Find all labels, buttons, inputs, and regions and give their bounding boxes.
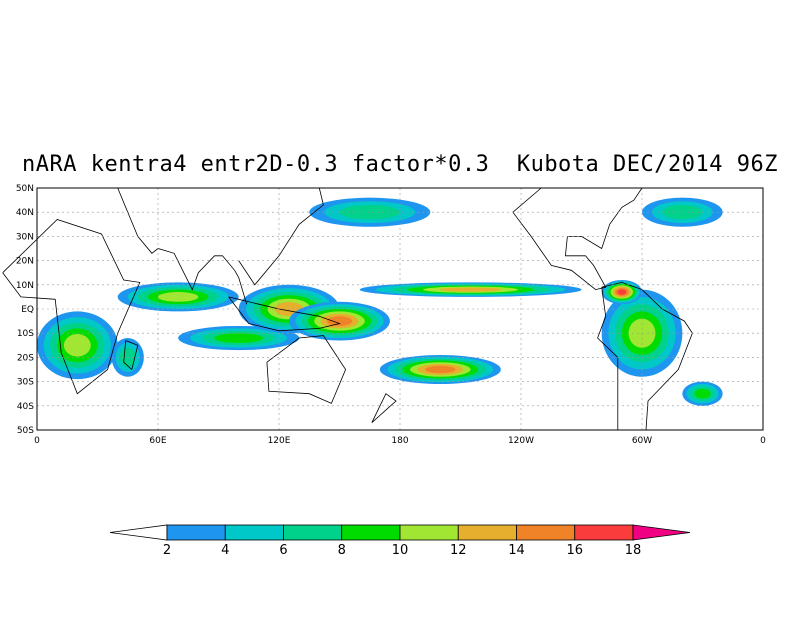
lat-tick-label: 30N <box>16 232 34 242</box>
coastline <box>2 219 141 395</box>
lat-tick-label: EQ <box>21 305 34 315</box>
colorbar-label: 2 <box>163 543 171 558</box>
lat-tick-label: 20S <box>17 353 34 363</box>
lat-lon-grid <box>37 188 763 430</box>
colorbar-lower-arrow <box>109 524 168 541</box>
field-contour <box>617 289 627 295</box>
lat-tick-label: 50N <box>16 184 34 194</box>
field-contour <box>425 365 456 374</box>
lat-tick-label: 40N <box>16 208 34 218</box>
colorbar-segment <box>457 524 517 541</box>
colorbar-segment <box>341 524 401 541</box>
field-contour <box>158 292 199 302</box>
field-contour <box>326 316 353 326</box>
field-contour <box>339 204 400 220</box>
lon-tick-label: 120E <box>268 436 291 446</box>
coastline <box>238 187 324 286</box>
colorbar-segment <box>574 524 634 541</box>
lon-tick-label: 60W <box>632 436 652 446</box>
colorbar-segment <box>399 524 459 541</box>
coastline <box>228 296 341 332</box>
colorbar-segment <box>224 524 284 541</box>
field-contour <box>214 333 263 343</box>
lat-tick-label: 50S <box>17 426 34 436</box>
lon-tick-label: 0 <box>760 436 766 446</box>
lon-tick-label: 180 <box>391 436 408 446</box>
colorbar-label: 16 <box>566 543 583 558</box>
coastline <box>512 187 643 291</box>
colorbar-upper-arrow <box>632 524 691 541</box>
map-frame <box>36 187 764 431</box>
colorbar-label: 4 <box>221 543 229 558</box>
colorbar-label: 14 <box>508 543 525 558</box>
colorbar-segment <box>516 524 576 541</box>
colorbar-label: 6 <box>279 543 287 558</box>
coastlines <box>2 187 693 431</box>
map-title: nARA kentra4 entr2D-0.3 factor*0.3 Kubot… <box>22 152 778 177</box>
lat-tick-label: 30S <box>17 378 34 388</box>
lat-tick-label: 10N <box>16 281 34 291</box>
lat-tick-label: 10S <box>17 329 34 339</box>
lat-tick-label: 20N <box>16 257 34 267</box>
field-contour <box>63 334 91 357</box>
field-contour <box>438 287 503 292</box>
coastline <box>266 335 347 404</box>
colorbar-segment <box>283 524 343 541</box>
coastline <box>123 340 139 371</box>
colorbar-label: 8 <box>338 543 346 558</box>
precipitation-field <box>37 197 723 406</box>
lon-tick-label: 60E <box>149 436 166 446</box>
lon-tick-label: 0 <box>34 436 40 446</box>
coastline <box>371 393 397 423</box>
colorbar: 2 4 6 8 10 12 14 16 18 <box>109 524 691 558</box>
lat-tick-label: 40S <box>17 402 34 412</box>
lon-tick-label: 120W <box>508 436 534 446</box>
colorbar-segment <box>166 524 226 541</box>
coastline <box>117 187 248 305</box>
field-contour <box>694 388 711 399</box>
colorbar-label: 18 <box>625 543 642 558</box>
colorbar-label: 10 <box>392 543 409 558</box>
colorbar-label: 12 <box>450 543 467 558</box>
